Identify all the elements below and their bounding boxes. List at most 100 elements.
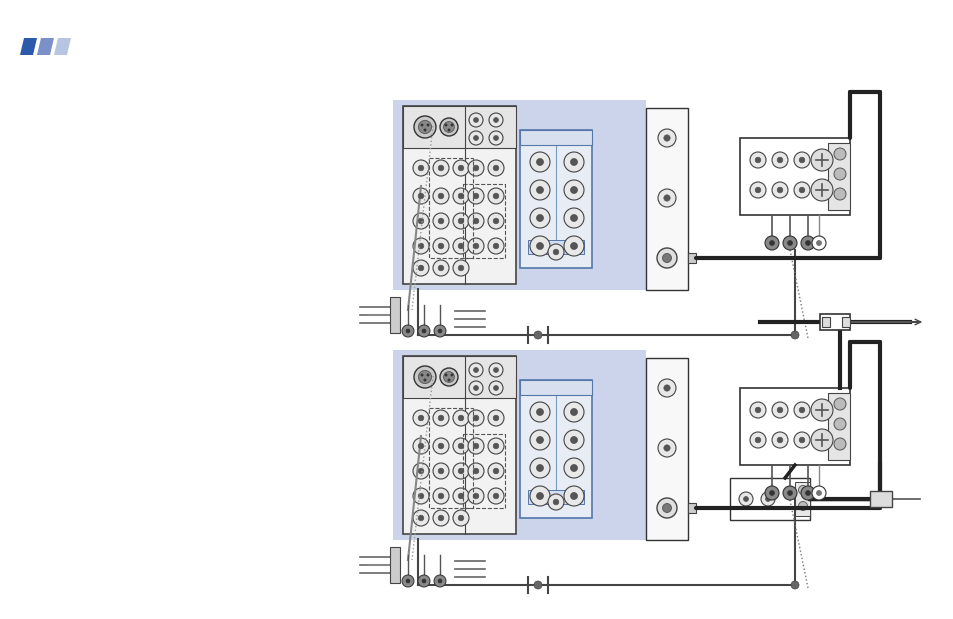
Circle shape <box>417 193 423 199</box>
Circle shape <box>493 118 497 123</box>
Circle shape <box>426 124 429 126</box>
Circle shape <box>468 188 483 204</box>
Circle shape <box>417 243 423 249</box>
Circle shape <box>473 243 478 249</box>
Circle shape <box>453 488 469 504</box>
Circle shape <box>468 463 483 479</box>
Circle shape <box>749 402 765 418</box>
Circle shape <box>793 402 809 418</box>
Circle shape <box>437 443 443 449</box>
Circle shape <box>739 492 752 506</box>
Bar <box>402 356 516 534</box>
Circle shape <box>413 213 429 229</box>
Circle shape <box>488 238 503 254</box>
Circle shape <box>469 363 482 377</box>
Circle shape <box>769 241 774 246</box>
Bar <box>402 106 516 148</box>
Circle shape <box>406 329 410 333</box>
Circle shape <box>437 468 443 474</box>
Circle shape <box>493 165 498 171</box>
Circle shape <box>553 499 558 505</box>
Bar <box>687 503 696 513</box>
Circle shape <box>437 265 443 271</box>
Circle shape <box>793 152 809 168</box>
Circle shape <box>782 486 796 500</box>
Circle shape <box>749 152 765 168</box>
Circle shape <box>493 243 498 249</box>
Bar <box>519 380 592 518</box>
Bar <box>519 380 592 395</box>
Circle shape <box>801 236 814 250</box>
Circle shape <box>755 157 760 163</box>
Bar <box>827 143 849 210</box>
Circle shape <box>433 438 449 454</box>
Circle shape <box>488 213 503 229</box>
Circle shape <box>473 219 478 224</box>
Circle shape <box>433 260 449 276</box>
Circle shape <box>469 131 482 145</box>
Bar <box>390 297 399 333</box>
Bar <box>402 106 516 284</box>
Circle shape <box>493 386 497 391</box>
Circle shape <box>493 415 498 421</box>
Circle shape <box>547 244 563 260</box>
Circle shape <box>563 402 583 422</box>
Circle shape <box>413 160 429 176</box>
Circle shape <box>777 437 782 443</box>
Circle shape <box>536 158 543 165</box>
Circle shape <box>457 165 463 171</box>
Circle shape <box>457 468 463 474</box>
Circle shape <box>536 409 543 415</box>
Circle shape <box>493 219 498 224</box>
Circle shape <box>786 241 792 246</box>
Circle shape <box>563 430 583 450</box>
Circle shape <box>816 241 821 246</box>
Circle shape <box>457 219 463 224</box>
Circle shape <box>417 265 423 271</box>
Circle shape <box>418 370 431 384</box>
Circle shape <box>570 158 577 165</box>
Circle shape <box>798 485 806 495</box>
Circle shape <box>417 219 423 224</box>
Circle shape <box>417 415 423 421</box>
Circle shape <box>563 180 583 200</box>
Circle shape <box>421 329 426 333</box>
Circle shape <box>401 325 414 337</box>
Circle shape <box>658 129 676 147</box>
Circle shape <box>799 437 804 443</box>
Circle shape <box>453 463 469 479</box>
Circle shape <box>663 385 669 391</box>
Circle shape <box>417 325 430 337</box>
Circle shape <box>749 432 765 448</box>
Circle shape <box>530 402 550 422</box>
Circle shape <box>658 189 676 207</box>
Bar <box>390 547 399 583</box>
Circle shape <box>451 374 453 376</box>
Circle shape <box>663 445 669 451</box>
Bar <box>827 393 849 460</box>
Circle shape <box>417 515 423 521</box>
Circle shape <box>417 468 423 474</box>
Bar <box>841 317 849 327</box>
Circle shape <box>468 213 483 229</box>
Circle shape <box>777 187 782 193</box>
Bar <box>527 490 583 504</box>
Circle shape <box>437 165 443 171</box>
Circle shape <box>570 243 577 249</box>
Circle shape <box>437 579 441 583</box>
Circle shape <box>413 510 429 526</box>
Circle shape <box>413 238 429 254</box>
Circle shape <box>453 160 469 176</box>
Circle shape <box>833 398 845 410</box>
Circle shape <box>433 238 449 254</box>
Circle shape <box>413 410 429 426</box>
Circle shape <box>453 510 469 526</box>
Circle shape <box>439 118 457 136</box>
Polygon shape <box>54 38 71 55</box>
Circle shape <box>553 249 558 255</box>
Circle shape <box>489 381 502 395</box>
Circle shape <box>451 124 453 126</box>
Circle shape <box>769 490 774 495</box>
Bar <box>740 138 849 215</box>
Circle shape <box>453 410 469 426</box>
